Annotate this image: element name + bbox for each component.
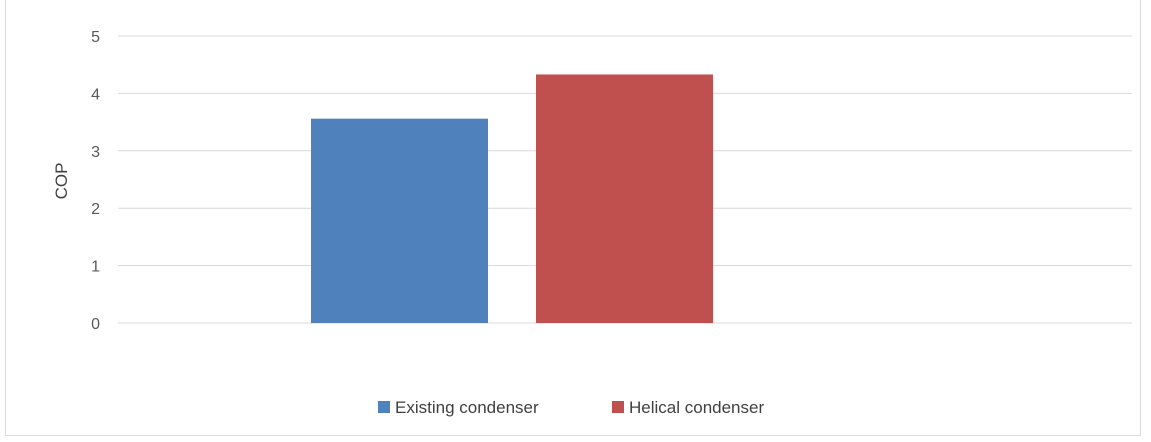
bar-existing-condenser (311, 118, 488, 323)
legend-label-helical-condenser: Helical condenser (629, 398, 764, 417)
y-tick-labels: 0 1 2 3 4 5 (91, 29, 100, 333)
y-axis-title: COP (52, 163, 71, 200)
y-tick-label: 3 (91, 144, 100, 161)
legend-swatch-existing-condenser (378, 401, 390, 413)
legend-swatch-helical-condenser (612, 401, 624, 413)
legend-label-existing-condenser: Existing condenser (395, 398, 539, 417)
bars (311, 74, 713, 323)
y-tick-label: 1 (91, 259, 100, 276)
y-tick-label: 5 (91, 29, 100, 46)
bar-helical-condenser (536, 74, 713, 323)
y-tick-label: 2 (91, 201, 100, 218)
y-tick-label: 4 (91, 86, 100, 103)
y-tick-label: 0 (91, 316, 100, 333)
legend: Existing condenser Helical condenser (378, 398, 764, 417)
